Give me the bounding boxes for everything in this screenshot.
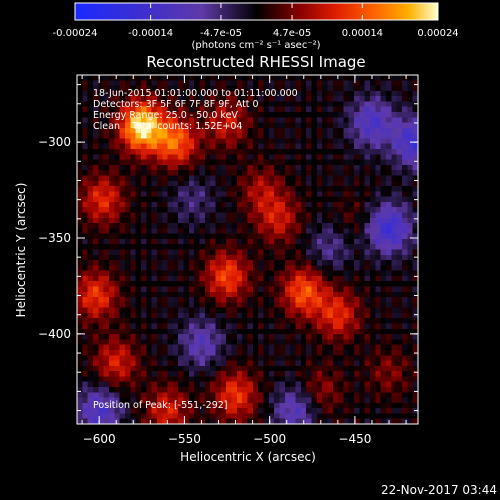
colorbar-tick-label: -0.00014 [128, 28, 173, 39]
colorbar-tick-label: -4.7e-05 [200, 28, 242, 39]
colorbar-tick-label: -0.00024 [53, 28, 98, 39]
timestamp: 22-Nov-2017 03:44 [381, 483, 497, 497]
annotation-energy-range: Energy Range: 25.0 - 50.0 keV [93, 110, 238, 121]
annotation-clean-counts: Clean Total counts: 1.52E+04 [93, 121, 242, 132]
chart-title: Reconstructed RHESSI Image [146, 53, 365, 71]
peak-position-label: Position of Peak: [-551,-292] [93, 400, 228, 411]
x-tick-label: −450 [338, 432, 371, 446]
y-tick-label: −350 [38, 231, 71, 245]
colorbar-tick-label: 0.00024 [417, 28, 458, 39]
plot-frame [76, 74, 419, 425]
x-axis-ticks: −600 −550 −500 −450 [81, 75, 407, 446]
y-tick-label: −300 [38, 135, 71, 149]
colorbar-ticks: -0.00024 -0.00014 -4.7e-05 4.7e-05 0.00014 0.… [53, 3, 459, 39]
x-tick-label: −550 [168, 432, 201, 446]
annotation-time-range: 18-Jun-2015 01:01:00.000 to 01:11:00.000 [93, 88, 298, 99]
y-axis-label: Heliocentric Y (arcsec) [14, 183, 28, 318]
colorbar [74, 2, 439, 21]
colorbar-tick-label: 0.00014 [342, 28, 383, 39]
x-axis-label: Heliocentric X (arcsec) [180, 450, 316, 464]
annotation-detectors: Detectors: 3F 5F 6F 7F 8F 9F, Att 0 [93, 99, 259, 110]
y-tick-label: −400 [38, 327, 71, 341]
colorbar-unit-label: (photons cm⁻² s⁻¹ asec⁻²) [191, 40, 320, 51]
colorbar-tick-label: 4.7e-05 [273, 28, 311, 39]
y-axis-ticks: −300 −350 −400 [38, 84, 418, 412]
annotation-block: 18-Jun-2015 01:01:00.000 to 01:11:00.000… [93, 88, 298, 132]
heatmap-image [77, 75, 418, 424]
x-tick-label: −600 [83, 432, 116, 446]
x-tick-label: −500 [253, 432, 286, 446]
